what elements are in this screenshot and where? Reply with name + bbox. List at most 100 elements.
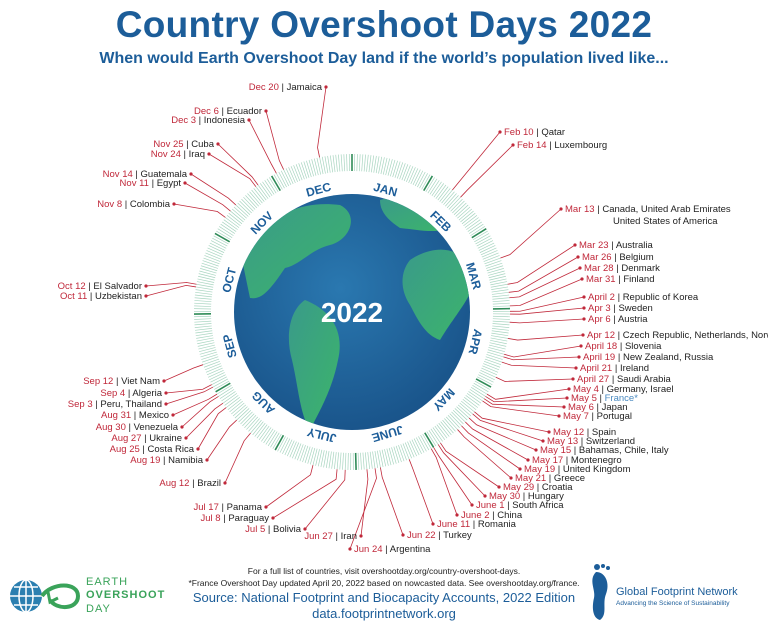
overshoot-date: April 2 xyxy=(588,292,615,303)
day-tick xyxy=(296,164,302,180)
leader-dot xyxy=(196,447,199,450)
day-tick xyxy=(194,306,211,307)
leader-line xyxy=(487,389,569,399)
leader-line xyxy=(218,144,258,185)
day-tick xyxy=(493,306,510,307)
day-tick xyxy=(195,295,212,297)
country-label: June 11 | Romania xyxy=(437,519,517,530)
country-label: Aug 25 | Costa Rica xyxy=(110,444,195,455)
overshoot-date: April 21 xyxy=(580,363,612,374)
country-name: Algeria xyxy=(132,388,162,399)
leader-line xyxy=(191,174,236,205)
leader-dot xyxy=(498,130,501,133)
leader-line xyxy=(438,444,485,496)
separator: | xyxy=(333,531,341,542)
overshoot-date: Aug 12 xyxy=(159,478,189,489)
day-tick xyxy=(300,445,306,461)
country-name: Viet Nam xyxy=(121,376,160,387)
overshoot-date: Aug 31 xyxy=(101,410,131,421)
day-tick xyxy=(338,155,339,172)
leader-line xyxy=(164,365,203,381)
leader-dot xyxy=(582,295,585,298)
leader-dot xyxy=(264,109,267,112)
country-label: April 2 | Republic of Korea xyxy=(588,292,699,303)
leader-dot xyxy=(183,181,186,184)
leader-line xyxy=(225,433,251,483)
leader-line xyxy=(409,459,433,524)
day-tick xyxy=(330,155,332,172)
day-tick xyxy=(345,453,346,470)
leader-line xyxy=(502,362,576,368)
leader-line xyxy=(483,401,559,416)
day-tick xyxy=(297,444,303,460)
day-tick xyxy=(485,258,501,264)
day-tick xyxy=(358,453,359,470)
leader-dot xyxy=(582,306,585,309)
day-tick xyxy=(195,326,212,328)
leader-line xyxy=(508,335,583,340)
separator: | xyxy=(612,252,620,263)
day-tick xyxy=(486,357,502,362)
day-tick xyxy=(484,255,500,261)
overshoot-date: Oct 11 xyxy=(60,291,87,302)
overshoot-date: Nov 25 xyxy=(153,139,183,150)
leader-dot xyxy=(576,255,579,258)
day-tick xyxy=(493,303,510,304)
day-tick xyxy=(406,166,413,182)
day-tick xyxy=(195,292,212,294)
separator: | xyxy=(184,139,192,150)
day-tick xyxy=(342,453,343,470)
leader-line xyxy=(173,394,217,415)
separator: | xyxy=(589,411,597,422)
country-label: Nov 14 | Guatemala xyxy=(103,169,188,180)
day-tick xyxy=(336,155,338,172)
separator: | xyxy=(616,274,624,285)
country-label: Jul 8 | Paraguay xyxy=(201,513,270,524)
leader-dot xyxy=(580,277,583,280)
day-tick xyxy=(373,451,375,468)
overshoot-date: Jul 17 xyxy=(194,502,219,513)
day-tick xyxy=(491,336,508,339)
leader-line xyxy=(249,120,276,173)
country-name: Portugal xyxy=(597,411,632,422)
separator: | xyxy=(140,444,148,455)
day-tick xyxy=(365,452,367,469)
overshoot-date: Apr 12 xyxy=(587,330,615,341)
day-tick xyxy=(200,350,216,355)
day-tick xyxy=(301,162,306,178)
day-tick xyxy=(202,263,218,268)
separator: | xyxy=(615,352,623,363)
country-name: Finland xyxy=(623,274,654,285)
day-tick xyxy=(402,164,408,180)
leader-dot xyxy=(455,513,458,516)
country-name: Luxembourg xyxy=(554,140,607,151)
day-tick xyxy=(196,290,213,292)
day-tick xyxy=(201,354,217,359)
day-tick xyxy=(488,350,504,355)
country-label: Oct 12 | El Salvador xyxy=(58,281,142,292)
separator: | xyxy=(122,199,130,210)
separator: | xyxy=(221,513,229,524)
day-tick xyxy=(483,364,499,370)
day-tick xyxy=(363,453,364,470)
country-name: Namibia xyxy=(168,455,204,466)
day-tick xyxy=(405,443,411,459)
separator: | xyxy=(611,303,619,314)
country-label: April 18 | Slovenia xyxy=(585,341,662,352)
country-name: Argentina xyxy=(390,544,431,555)
day-tick xyxy=(200,268,216,273)
day-tick xyxy=(202,357,218,362)
separator: | xyxy=(612,363,620,374)
country-name: Belgium xyxy=(619,252,653,263)
day-tick xyxy=(396,446,401,462)
separator: | xyxy=(470,519,478,530)
day-tick xyxy=(204,255,220,261)
overshoot-date: Jun 27 xyxy=(304,531,333,542)
day-tick xyxy=(195,328,212,330)
leader-line xyxy=(305,470,345,529)
country-label: Sep 12 | Viet Nam xyxy=(83,376,160,387)
leader-line xyxy=(174,204,225,217)
country-label: Jul 5 | Bolivia xyxy=(245,524,302,535)
country-name: Ecuador xyxy=(227,106,262,117)
overshoot-date: Aug 27 xyxy=(111,433,141,444)
